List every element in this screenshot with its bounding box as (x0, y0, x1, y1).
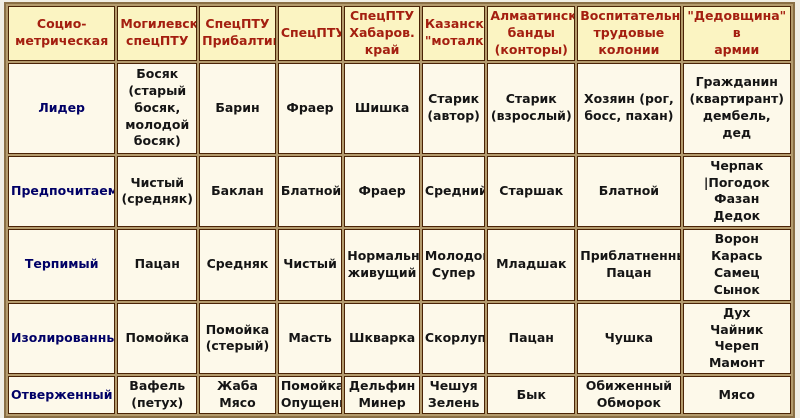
table-cell: Чистый (средняк) (117, 155, 198, 228)
table-cell: Блатной (577, 155, 681, 228)
table-cell: Старик (автор) (421, 62, 486, 154)
table-cell: Бык (487, 376, 576, 415)
table-cell: Вафель (петух) (117, 376, 198, 415)
table-cell: Фраер (277, 62, 343, 154)
table-cell: Дух Чайник Череп Мамонт (682, 302, 791, 375)
column-header-mogilev: Могилевское спецПТУ (117, 6, 198, 61)
table-cell: Старик (взрослый) (487, 62, 576, 154)
table-cell: Чушка (577, 302, 681, 375)
table-cell: Босяк (старый босяк, молодой босяк) (117, 62, 198, 154)
table-cell: Средний (421, 155, 486, 228)
table-cell: Помойка (стерый) (199, 302, 276, 375)
table-cell: Чистый (277, 229, 343, 301)
table-cell: Блатной (277, 155, 343, 228)
row-label: Лидер (8, 62, 116, 154)
table-cell: Старшак (487, 155, 576, 228)
column-header-army: "Дедовщина" в армии (682, 6, 791, 61)
table-row-isolated: Изолированный Помойка Помойка (стерый) М… (8, 302, 791, 375)
row-label: Изолированный (8, 302, 116, 375)
row-label: Предпочитаемый (8, 155, 116, 228)
table-cell: Шкварка (344, 302, 420, 375)
table-cell: Приблатненный Пацан (577, 229, 681, 301)
table-row-tolerated: Терпимый Пацан Средняк Чистый Нормально … (8, 229, 791, 301)
header-row: Социо- метрическая Могилевское спецПТУ С… (8, 6, 791, 61)
table-cell: Пацан (487, 302, 576, 375)
table-cell: Ворон Карась Самец Сынок (682, 229, 791, 301)
table-cell: Дельфин Минер (344, 376, 420, 415)
column-header-colonies: Воспитательно- трудовые колонии (577, 6, 681, 61)
table-cell: Черпак |Погодок Фазан Дедок (682, 155, 791, 228)
table-row-preferred: Предпочитаемый Чистый (средняк) Баклан Б… (8, 155, 791, 228)
table-cell: Мясо (682, 376, 791, 415)
column-header-baltics: СпецПТУ Прибалтика (199, 6, 276, 61)
column-header-kazan: Казанские "моталки" (421, 6, 486, 61)
row-label: Отверженный (8, 376, 116, 415)
table-cell: Молодой Супер (421, 229, 486, 301)
table-cell: Хозяин (рог, босс, пахан) (577, 62, 681, 154)
page: Социо- метрическая Могилевское спецПТУ С… (4, 2, 795, 418)
table-row-rejected: Отверженный Вафель (петух) Жаба Мясо Пом… (8, 376, 791, 415)
slang-comparison-table: Социо- метрическая Могилевское спецПТУ С… (4, 2, 795, 418)
table-cell: Помойка (117, 302, 198, 375)
table-cell: Обиженный Обморок (577, 376, 681, 415)
column-header-khabarov: СпецПТУ Хабаров. край (344, 6, 420, 61)
column-header-spetsptu: СпецПТУ (277, 6, 343, 61)
table-cell: Баклан (199, 155, 276, 228)
table-cell: Фраер (344, 155, 420, 228)
table-cell: Жаба Мясо (199, 376, 276, 415)
table-cell: Гражданин (квартирант) дембель, дед (682, 62, 791, 154)
table-cell: Чешуя Зелень (421, 376, 486, 415)
table-row-leader: Лидер Босяк (старый босяк, молодой босяк… (8, 62, 791, 154)
column-header-almaty: Алмаатинские банды (конторы) (487, 6, 576, 61)
table-cell: Нормально живущий (344, 229, 420, 301)
table-cell: Средняк (199, 229, 276, 301)
table-cell: Помойка Опущенный (277, 376, 343, 415)
table-cell: Младшак (487, 229, 576, 301)
row-label: Терпимый (8, 229, 116, 301)
table-cell: Скорлупа (421, 302, 486, 375)
table-cell: Пацан (117, 229, 198, 301)
column-header-sociometric: Социо- метрическая (8, 6, 116, 61)
table-cell: Барин (199, 62, 276, 154)
table-cell: Масть (277, 302, 343, 375)
table-cell: Шишка (344, 62, 420, 154)
